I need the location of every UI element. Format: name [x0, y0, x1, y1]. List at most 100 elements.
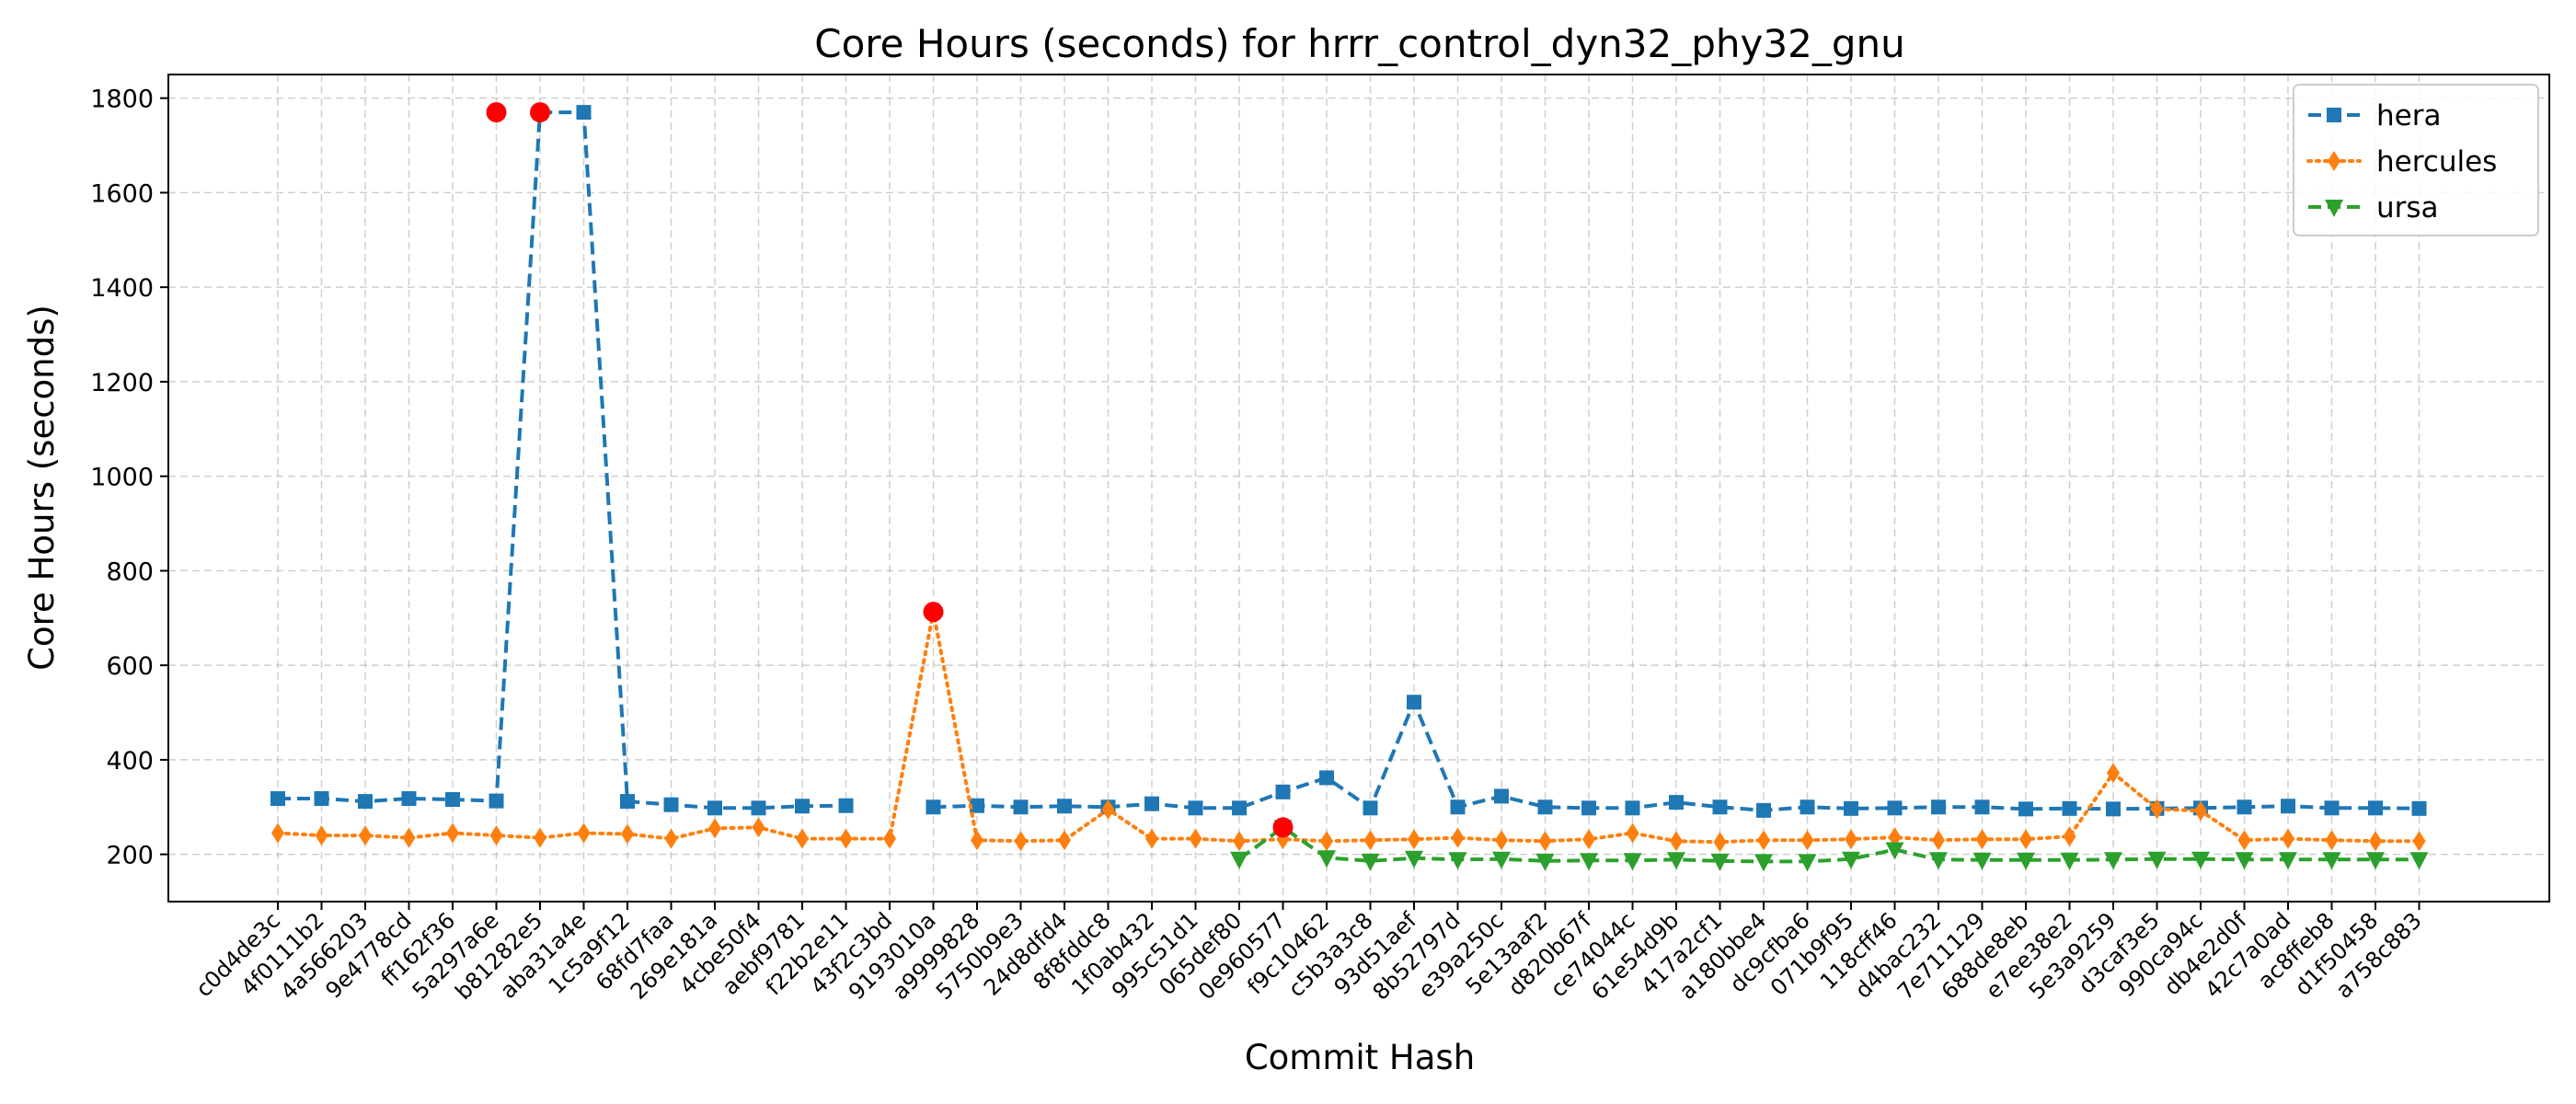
- data-point-hercules: [1800, 830, 1814, 851]
- chart-title: Core Hours (seconds) for hrrr_control_dy…: [814, 21, 1904, 66]
- data-point-hercules: [1058, 830, 1071, 851]
- legend-item-ursa: ursa: [2308, 191, 2439, 224]
- data-point-hera: [1275, 784, 1291, 799]
- data-point-hercules: [1189, 828, 1202, 849]
- data-point-hera: [314, 791, 329, 807]
- data-point-hera: [838, 798, 854, 813]
- y-tick-label: 1400: [90, 274, 154, 303]
- data-point-hercules: [839, 828, 853, 849]
- data-point-hercules: [1101, 799, 1115, 820]
- data-point-hercules: [1495, 830, 1508, 851]
- series-line-hera: [933, 696, 2420, 812]
- data-point-hercules: [621, 823, 634, 845]
- plot-frame: [167, 74, 2550, 903]
- data-point-ursa: [1492, 851, 1511, 869]
- data-point-hera: [1844, 800, 1858, 816]
- y-tick-label: 1600: [90, 179, 154, 208]
- data-point-hercules: [1932, 830, 1945, 851]
- data-point-ursa: [1317, 850, 1336, 868]
- highlight-point: [1272, 817, 1294, 838]
- legend-item-hera: hera: [2308, 99, 2441, 132]
- y-tick-label: 600: [106, 652, 154, 681]
- data-point-hera: [1669, 795, 1684, 811]
- data-point-hera: [1974, 799, 1990, 815]
- data-point-hercules: [359, 825, 372, 846]
- data-point-hera: [1887, 800, 1903, 816]
- data-point-hera: [1407, 695, 1421, 710]
- data-point-hercules: [1626, 822, 1639, 844]
- y-tick-label: 800: [106, 558, 154, 586]
- data-point-ursa: [1623, 853, 1642, 871]
- y-tick-label: 200: [106, 842, 154, 870]
- legend-marker: [2327, 108, 2341, 122]
- data-point-hera: [926, 799, 941, 815]
- data-point-hera: [1144, 796, 1159, 811]
- series-ursa: [1230, 820, 2429, 872]
- data-point-hera: [1756, 802, 1771, 818]
- data-point-hera: [1319, 770, 1334, 786]
- data-point-hera: [1013, 799, 1029, 815]
- data-point-hercules: [2107, 763, 2120, 784]
- data-point-hera: [2324, 800, 2340, 816]
- legend-label: hera: [2376, 99, 2441, 132]
- data-point-hercules: [1408, 829, 1420, 850]
- data-point-hercules: [971, 830, 983, 851]
- data-point-hera: [1494, 788, 1509, 804]
- y-axis-label: Core Hours (seconds): [22, 305, 62, 671]
- data-point-ursa: [1929, 852, 1948, 870]
- data-point-ursa: [1361, 853, 1380, 871]
- data-point-hercules: [752, 817, 765, 838]
- data-point-hera: [2237, 799, 2252, 815]
- data-point-hera: [1581, 800, 1596, 816]
- data-point-ursa: [1535, 853, 1555, 871]
- data-point-ursa: [2366, 852, 2385, 870]
- highlight-point: [923, 602, 944, 623]
- data-point-hercules: [664, 828, 678, 849]
- data-point-hercules: [708, 818, 721, 839]
- data-point-hercules: [1582, 829, 1595, 850]
- data-point-hera: [970, 798, 984, 813]
- data-point-hercules: [2412, 831, 2426, 852]
- data-point-ursa: [1667, 852, 1685, 870]
- data-point-hera: [2062, 800, 2077, 816]
- data-point-hercules: [2019, 829, 2032, 850]
- data-point-hera: [751, 800, 766, 816]
- data-point-ursa: [1842, 851, 1860, 869]
- data-point-hera: [795, 799, 810, 814]
- data-point-ursa: [2147, 851, 2167, 869]
- data-point-hercules: [2369, 831, 2382, 852]
- y-tick-label: 1800: [90, 86, 154, 114]
- data-point-hercules: [1363, 830, 1377, 851]
- data-point-hercules: [1320, 831, 1333, 852]
- data-point-hercules: [489, 825, 503, 846]
- x-axis-label: Commit Hash: [1245, 1038, 1475, 1077]
- data-point-hera: [1625, 800, 1640, 816]
- data-point-hercules: [1233, 831, 1246, 852]
- highlight-layer: [486, 102, 1294, 838]
- data-point-hera: [1537, 799, 1553, 815]
- y-tick-label: 1000: [90, 464, 154, 492]
- data-point-hercules: [2194, 800, 2207, 822]
- series-hercules: [271, 602, 2426, 853]
- data-point-hera: [1931, 799, 1946, 815]
- data-point-ursa: [2017, 852, 2035, 870]
- legend-item-hercules: hercules: [2306, 145, 2497, 178]
- data-point-hera: [1800, 799, 1815, 815]
- data-point-hercules: [1845, 829, 1857, 850]
- data-point-hercules: [2063, 826, 2076, 847]
- series-line-ursa: [1237, 824, 2420, 864]
- data-point-ursa: [1972, 852, 1992, 870]
- data-point-hercules: [1451, 827, 1465, 848]
- data-point-ursa: [1230, 851, 1248, 869]
- data-point-hera: [489, 793, 504, 809]
- data-point-hera: [2368, 800, 2383, 816]
- data-point-hercules: [1145, 828, 1158, 849]
- data-point-hercules: [1713, 832, 1727, 853]
- data-point-ursa: [1580, 853, 1598, 871]
- gridlines: [168, 75, 2549, 902]
- legend-box: [2293, 84, 2539, 236]
- legend-marker: [2328, 151, 2340, 171]
- data-point-ursa: [2409, 852, 2429, 870]
- data-point-hera: [2411, 800, 2427, 816]
